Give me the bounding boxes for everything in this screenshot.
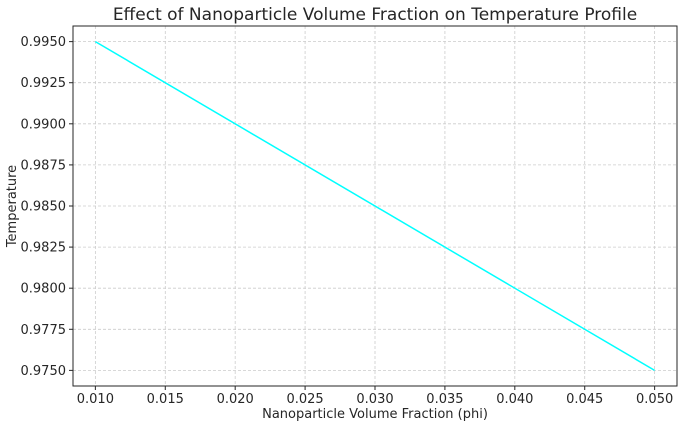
y-tick-label: 0.9925: [21, 76, 67, 91]
x-tick-label: 0.015: [147, 392, 184, 407]
y-tick-label: 0.9800: [21, 282, 67, 297]
series-layer: [94, 40, 656, 372]
x-axis: 0.010 0.015 0.020 0.025 0.030 0.035 0.040 0.045…: [77, 386, 673, 407]
series-line: [94, 40, 656, 372]
x-tick-label: 0.035: [426, 392, 463, 407]
y-tick-label: 0.9950: [21, 35, 67, 50]
y-tick-label: 0.9775: [21, 323, 67, 338]
y-tick-label: 0.9900: [21, 117, 67, 132]
x-tick-label: 0.030: [356, 392, 393, 407]
x-tick-label: 0.045: [566, 392, 603, 407]
y-tick-label: 0.9825: [21, 241, 67, 256]
y-axis-label: Temperature: [5, 165, 20, 248]
y-tick-label: 0.9850: [21, 200, 67, 215]
y-tick-label: 0.9750: [21, 364, 67, 379]
x-axis-label: Nanoparticle Volume Fraction (phi): [262, 407, 488, 422]
x-tick-label: 0.025: [286, 392, 323, 407]
x-tick-label: 0.010: [77, 392, 114, 407]
x-tick-label: 0.020: [217, 392, 254, 407]
chart-title: Effect of Nanoparticle Volume Fraction o…: [113, 5, 637, 25]
x-tick-label: 0.040: [496, 392, 533, 407]
y-axis: 0.9750 0.9775 0.9800 0.9825 0.9850 0.9875 0.99…: [21, 35, 73, 379]
grid: [73, 26, 677, 386]
x-tick-label: 0.050: [636, 392, 673, 407]
y-tick-label: 0.9875: [21, 158, 67, 173]
